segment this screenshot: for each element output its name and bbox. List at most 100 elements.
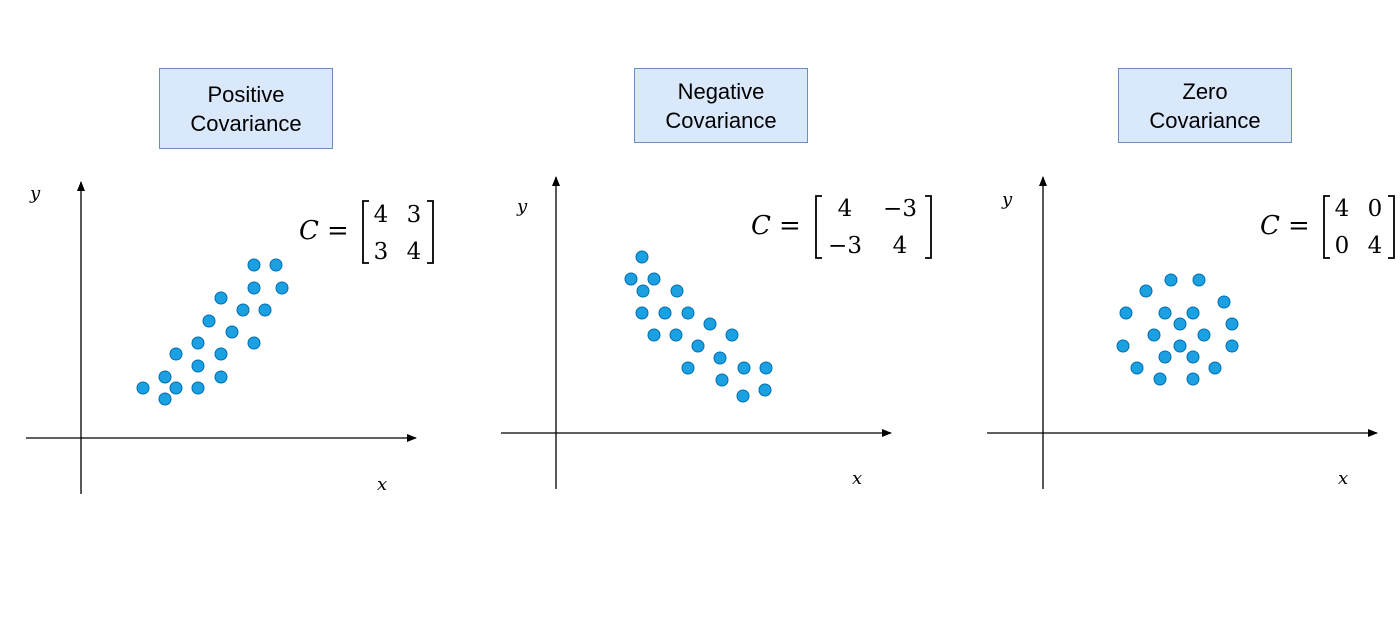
y-axis-label: y xyxy=(516,196,528,217)
data-point xyxy=(1147,328,1161,342)
data-points xyxy=(1116,273,1239,386)
data-point xyxy=(1116,339,1130,353)
data-point xyxy=(202,314,216,328)
data-point xyxy=(737,361,751,375)
data-point xyxy=(1186,306,1200,320)
data-point xyxy=(647,272,661,286)
left-bracket xyxy=(815,195,822,259)
data-point xyxy=(736,389,750,403)
right-bracket xyxy=(925,195,932,259)
data-point xyxy=(1197,328,1211,342)
matrix-cell-r2c1: 3 xyxy=(374,239,389,265)
data-point xyxy=(1186,350,1200,364)
matrix-cell-r1c2: −3 xyxy=(883,196,917,222)
data-point xyxy=(1173,317,1187,331)
data-point xyxy=(1130,361,1144,375)
negative-covariance-title: Negative Covariance xyxy=(634,68,808,143)
data-point xyxy=(191,381,205,395)
title-line-2: Covariance xyxy=(665,107,777,133)
data-point xyxy=(1119,306,1133,320)
left-bracket xyxy=(362,200,369,264)
y-axis-label: y xyxy=(29,183,41,204)
matrix-symbol: C xyxy=(299,216,319,246)
data-point xyxy=(247,258,261,272)
data-point xyxy=(169,381,183,395)
title-line-1: Negative xyxy=(677,78,765,104)
data-point xyxy=(670,284,684,298)
matrix-cell-r2c2: 4 xyxy=(407,239,422,265)
data-point xyxy=(1164,273,1178,287)
zero-covariance-title: Zero Covariance xyxy=(1118,68,1292,143)
data-point xyxy=(236,303,250,317)
data-point xyxy=(691,339,705,353)
data-point xyxy=(635,250,649,264)
data-point xyxy=(758,383,772,397)
data-point xyxy=(1158,350,1172,364)
right-bracket xyxy=(427,200,434,264)
data-points xyxy=(136,258,289,406)
data-point xyxy=(681,306,695,320)
right-bracket xyxy=(1388,195,1395,259)
matrix-cell-r1c1: 4 xyxy=(838,196,853,222)
data-point xyxy=(725,328,739,342)
data-point xyxy=(247,336,261,350)
data-point xyxy=(225,325,239,339)
data-point xyxy=(713,351,727,365)
matrix-symbol: C xyxy=(751,211,771,241)
data-point xyxy=(275,281,289,295)
data-point xyxy=(136,381,150,395)
data-point xyxy=(214,347,228,361)
data-point xyxy=(169,347,183,361)
data-point xyxy=(1217,295,1231,309)
x-axis-label: x xyxy=(1338,468,1348,489)
positive-covariance-title: Positive Covariance xyxy=(159,68,333,149)
data-point xyxy=(1192,273,1206,287)
matrix-cell-r2c2: 4 xyxy=(1368,233,1383,259)
title-line-2: Covariance xyxy=(190,110,302,136)
data-point xyxy=(191,336,205,350)
matrix-cell-r1c1: 4 xyxy=(1335,196,1350,222)
data-point xyxy=(636,284,650,298)
data-point xyxy=(191,359,205,373)
matrix-cell-r1c2: 3 xyxy=(407,202,422,228)
title-line-1: Positive xyxy=(207,81,285,107)
matrix-symbol: C xyxy=(1260,211,1280,241)
data-point xyxy=(759,361,773,375)
left-bracket xyxy=(1323,195,1330,259)
data-point xyxy=(624,272,638,286)
data-point xyxy=(1158,306,1172,320)
data-point xyxy=(158,392,172,406)
zero-covariance-panel: y x C = 4 0 0 4 xyxy=(987,176,1395,489)
data-point xyxy=(1225,339,1239,353)
matrix-cell-r2c2: 4 xyxy=(893,233,908,259)
title-line-1: Zero xyxy=(1182,78,1228,104)
data-point xyxy=(258,303,272,317)
positive-covariance-panel: y x C = 4 3 3 4 xyxy=(26,181,434,495)
data-point xyxy=(1139,284,1153,298)
matrix-cell-r1c2: 0 xyxy=(1368,196,1383,222)
equals-sign: = xyxy=(327,216,349,246)
y-axis-label: y xyxy=(1001,189,1013,210)
data-point xyxy=(1173,339,1187,353)
x-axis-label: x xyxy=(377,474,387,495)
data-point xyxy=(669,328,683,342)
data-point xyxy=(715,373,729,387)
x-axis-label: x xyxy=(852,468,862,489)
data-point xyxy=(269,258,283,272)
data-points xyxy=(624,250,773,403)
data-point xyxy=(1225,317,1239,331)
data-point xyxy=(681,361,695,375)
data-point xyxy=(247,281,261,295)
data-point xyxy=(1153,372,1167,386)
title-line-2: Covariance xyxy=(1149,107,1261,133)
data-point xyxy=(214,370,228,384)
data-point xyxy=(1186,372,1200,386)
data-point xyxy=(658,306,672,320)
negative-covariance-panel: y x C = 4 −3 −3 4 xyxy=(501,176,932,489)
data-point xyxy=(647,328,661,342)
matrix-cell-r1c1: 4 xyxy=(374,202,389,228)
equals-sign: = xyxy=(779,211,801,241)
data-point xyxy=(635,306,649,320)
equals-sign: = xyxy=(1288,211,1310,241)
